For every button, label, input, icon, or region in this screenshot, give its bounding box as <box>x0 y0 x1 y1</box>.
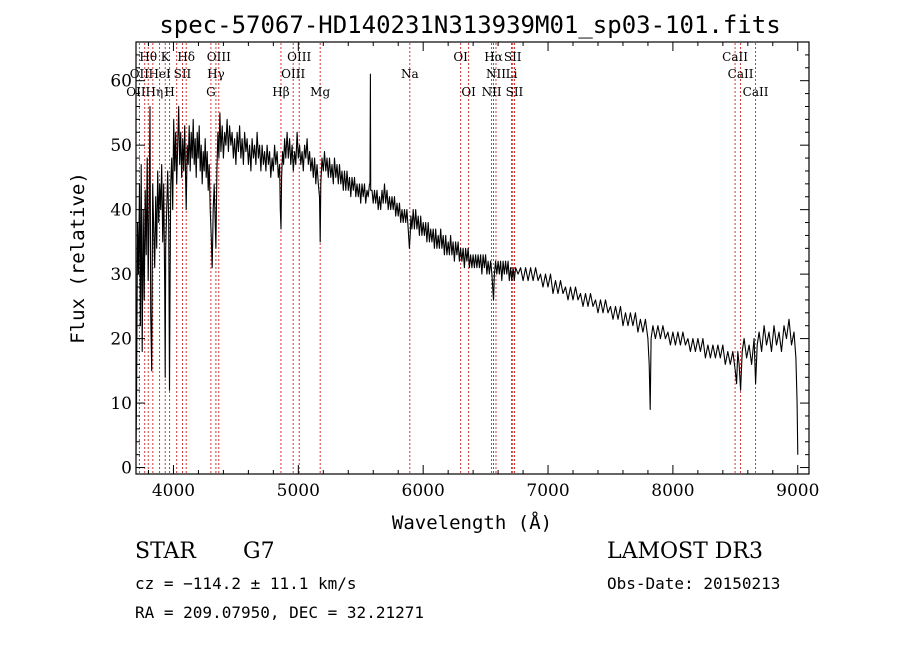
x-tick-label: 5000 <box>277 481 320 501</box>
y-tick-label: 20 <box>110 330 132 350</box>
spectral-line-label: SII <box>506 85 524 99</box>
x-tick-label: 8000 <box>651 481 694 501</box>
y-tick-label: 60 <box>110 72 132 92</box>
spectral-line-label: CaII <box>743 85 769 99</box>
spectral-line-label: NII <box>486 67 506 81</box>
spectral-line-label: Hδ <box>177 50 195 64</box>
spectral-line-label: SII <box>504 50 522 64</box>
x-axis-ticks: 4000 5000 6000 7000 8000 9000 <box>147 42 819 501</box>
y-axis-label: Flux (relative) <box>67 172 89 344</box>
spectral-line-label: Na <box>401 67 419 81</box>
object-class: STAR <box>135 539 196 564</box>
spectral-line-label: H <box>164 85 174 99</box>
spectral-line-markers <box>138 43 757 473</box>
spectral-line-label: SII <box>174 67 192 81</box>
spectral-line-label: OIII <box>207 50 231 64</box>
spectral-line-label: NII <box>482 85 502 99</box>
spectral-line-label: Li <box>506 67 518 81</box>
spectral-line-label: OI <box>453 50 468 64</box>
observation-date: Obs-Date: 20150213 <box>607 574 781 593</box>
survey-name: LAMOST DR3 <box>607 539 763 564</box>
spectrum-chart: spec-57067-HD140231N313939M01_sp03-101.f… <box>67 11 819 534</box>
spectral-line-label: OIII <box>281 67 305 81</box>
spectral-line-label: Hα <box>484 50 503 64</box>
x-axis-label: Wavelength (Å) <box>392 511 552 534</box>
spectral-line-label: OIII <box>287 50 311 64</box>
spectral-line-label: OII <box>130 67 150 81</box>
y-tick-label: 40 <box>110 201 132 221</box>
y-tick-label: 0 <box>121 459 132 479</box>
spectral-line-label: Hγ <box>207 67 225 81</box>
x-tick-label: 4000 <box>152 481 195 501</box>
spectral-line-label: HeI <box>148 67 171 81</box>
y-tick-label: 10 <box>110 394 132 414</box>
y-axis-ticks: 0 10 20 30 40 50 60 <box>110 54 809 479</box>
spectral-line-label: Mg <box>310 85 330 99</box>
spectral-line-label: OIIHη <box>126 85 163 99</box>
chart-title: spec-57067-HD140231N313939M01_sp03-101.f… <box>159 11 780 39</box>
coordinates: RA = 209.07950, DEC = 32.21271 <box>135 603 424 622</box>
spectral-line-label: K <box>161 50 171 64</box>
spectral-line-label: Hβ <box>272 85 289 99</box>
x-tick-label: 6000 <box>402 481 445 501</box>
plot-frame <box>135 41 810 475</box>
spectral-line-label: G <box>206 85 216 99</box>
y-tick-label: 50 <box>110 136 132 156</box>
x-tick-label: 9000 <box>776 481 819 501</box>
spectrum-line <box>135 73 799 455</box>
spectral-line-label: OI <box>461 85 476 99</box>
object-subclass: G7 <box>243 539 275 564</box>
y-tick-label: 30 <box>110 265 132 285</box>
spectral-line-label: CaII <box>722 50 748 64</box>
x-tick-label: 7000 <box>526 481 569 501</box>
redshift-velocity: cz = −114.2 ± 11.1 km/s <box>135 574 357 593</box>
spectral-line-label: Hθ <box>139 50 157 64</box>
spectral-line-label: CaII <box>728 67 754 81</box>
